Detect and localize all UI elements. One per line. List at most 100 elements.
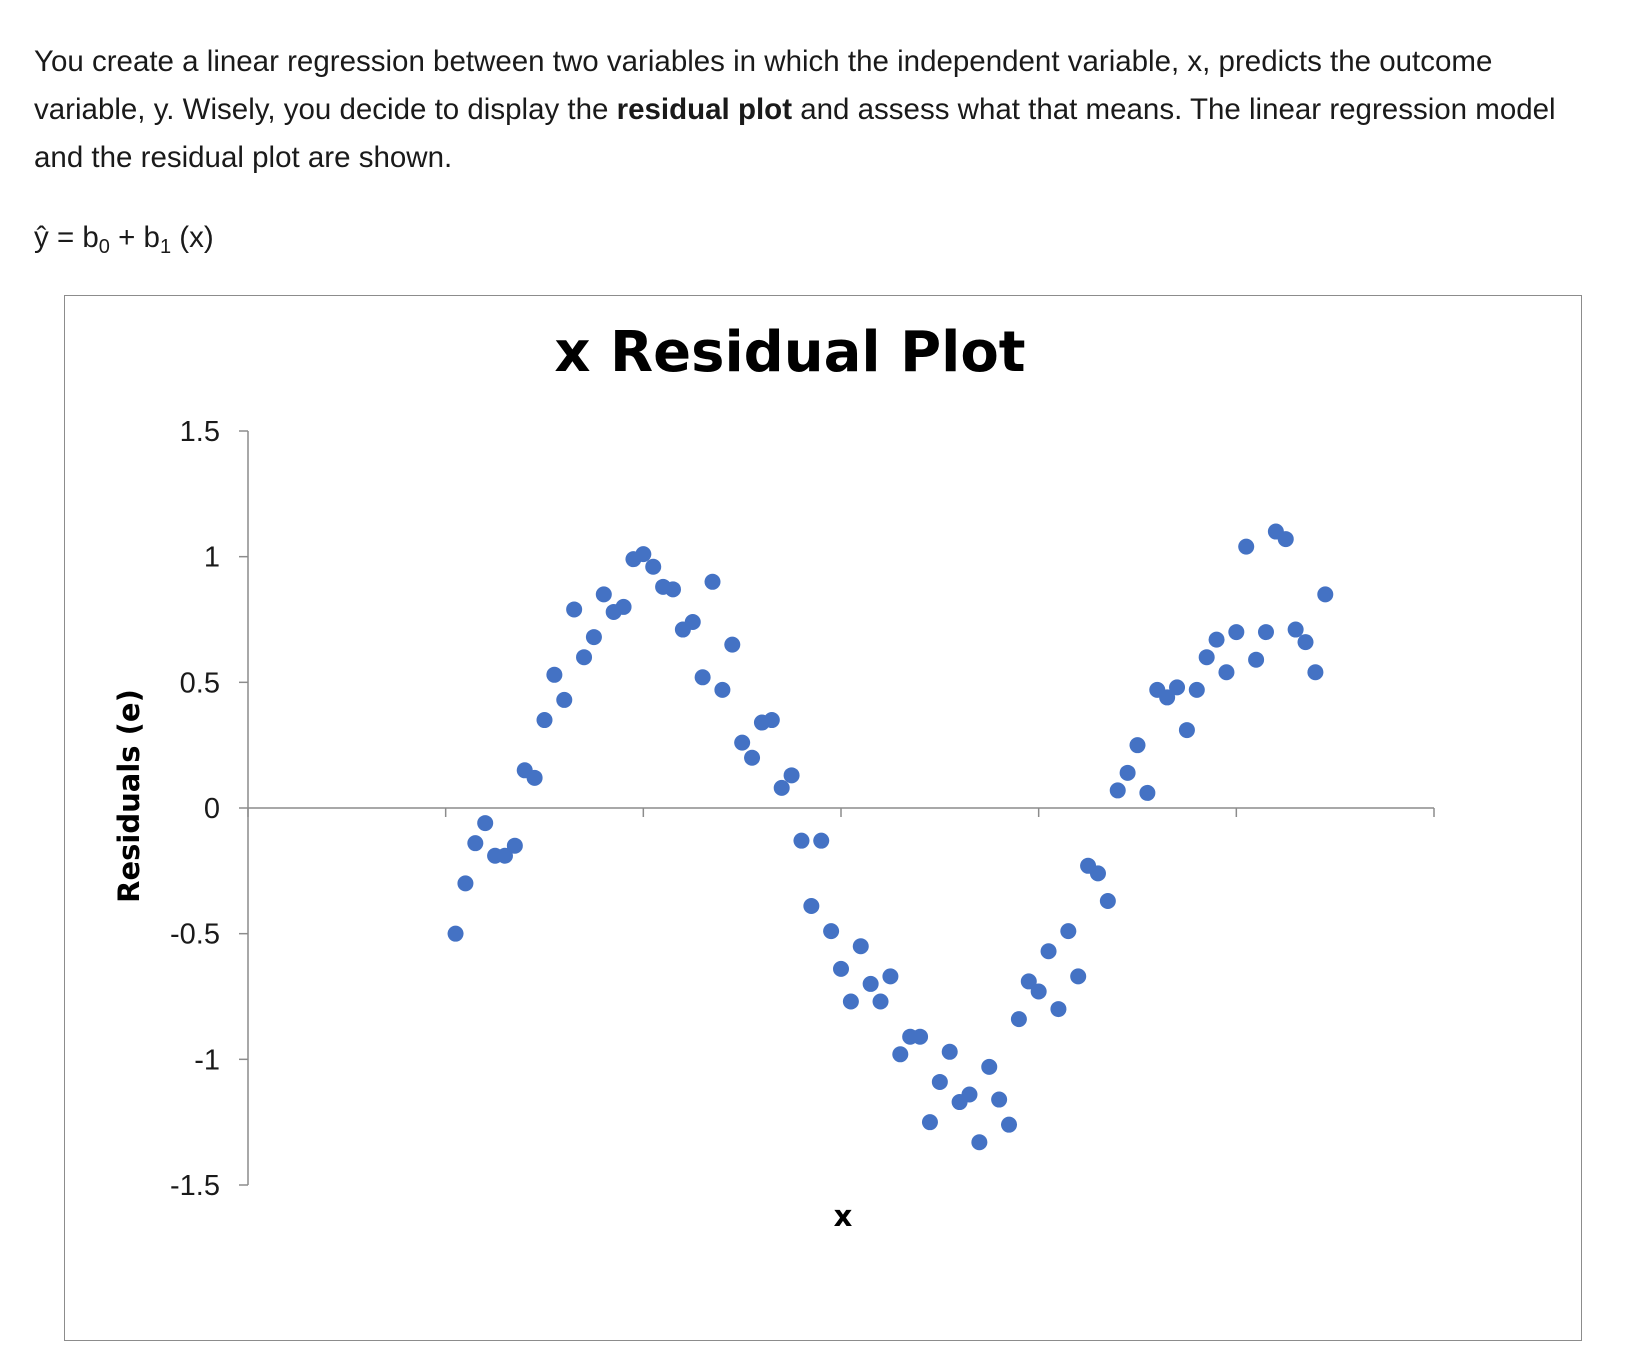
residual-point [1248,651,1265,668]
residual-point [823,923,840,940]
residual-point [961,1086,978,1103]
residual-point [833,960,849,977]
residual-point [1297,634,1314,651]
residual-point [1228,624,1245,641]
y-tick-label: -1.5 [170,1170,220,1202]
residual-point [734,734,751,751]
x-axis-title: x [834,1199,853,1233]
question-bold-term: residual plot [616,93,793,126]
residual-plot-chart: x Residual Plot 1.5 1 0.5 0 -0.5 -1 -1.5 x Res… [112,320,1435,1233]
residual-point [1099,892,1116,909]
y-tick-label: 0 [204,793,220,825]
residual-point [1159,689,1176,706]
residual-point [1109,782,1126,799]
residual-point [684,614,701,631]
question-text: You create a linear regression between t… [34,38,1604,182]
residual-point [852,938,869,955]
residual-point [1089,865,1106,882]
residual-point [1040,943,1057,960]
question-part1: You create a linear regression between t… [34,45,1493,126]
residual-point [645,558,662,575]
equation-subscript-0: 0 [98,236,110,258]
residual-point [664,581,681,598]
residual-point [595,586,612,603]
y-axis: 1.5 1 0.5 0 -0.5 -1 -1.5 [170,416,249,1202]
question-part2: and assess what that means. The linear r… [34,93,1556,174]
residual-plot-frame: x Residual Plot 1.5 1 0.5 0 -0.5 -1 -1.5 x Res… [64,295,1582,1341]
residual-point [793,832,810,849]
chart-title: x Residual Plot [554,320,1025,385]
residual-point [526,769,543,786]
residual-point [971,1134,988,1151]
residual-point [1060,923,1077,940]
residual-point [704,573,721,590]
residual-point [921,1114,938,1131]
residual-point [615,598,632,615]
residual-point [882,968,899,985]
residual-point [1020,973,1037,990]
y-tick-label: -1 [194,1044,220,1076]
residual-point [1050,1001,1067,1018]
residual-point [724,636,741,653]
regression-equation: ŷ = b0 + b1 (x) [34,218,214,258]
residual-point [981,1058,998,1075]
residual-point [1001,1116,1018,1133]
residual-point [447,925,464,942]
residual-point [1307,664,1324,681]
residual-point [1119,764,1136,781]
x-axis [247,807,1435,817]
residual-point [506,837,523,854]
residual-point [1030,983,1047,1000]
residual-point [941,1043,958,1060]
residual-point [576,649,593,666]
residual-point [892,1046,909,1063]
y-axis-title: Residuals (e) [112,689,146,903]
residual-point [1169,679,1186,696]
residual-point [566,601,583,618]
residual-point [991,1091,1008,1108]
equation-rhs: (x) [171,221,214,254]
equation-subscript-1: 1 [159,236,172,258]
residual-point [1139,784,1156,801]
residual-point [872,993,889,1010]
residual-point [1218,664,1235,681]
residual-point [496,847,513,864]
residual-point [1277,531,1294,548]
residual-point [862,975,879,992]
residual-point [1178,722,1195,739]
residual-point [803,898,820,915]
residual-point [813,832,830,849]
residual-point [1188,681,1205,698]
residual-point [783,767,800,784]
y-tick-label: -0.5 [170,919,220,951]
residual-point [536,712,553,729]
residual-point [1238,538,1255,555]
residual-point [912,1028,929,1045]
residual-point [842,993,859,1010]
residual-point [1257,624,1274,641]
residual-point [1070,968,1087,985]
residual-point [457,875,474,892]
residual-point [1317,586,1334,603]
residual-point [773,779,790,796]
residual-point [763,712,780,729]
residual-point [1010,1011,1027,1028]
equation-mid: + b [109,221,160,254]
residual-point [546,666,563,683]
residual-point [1287,621,1304,638]
residual-point [694,669,711,686]
residual-point [714,681,731,698]
equation-lhs: ŷ = b [34,221,99,254]
y-tick-label: 1 [204,542,220,574]
residual-point [635,546,652,563]
residual-point [585,629,602,646]
residual-point [931,1073,948,1090]
residual-point [1198,649,1215,666]
residual-point [1208,631,1225,648]
residual-point [556,691,573,708]
residual-point [1129,737,1146,754]
residual-point [477,815,494,832]
y-tick-label: 0.5 [180,667,220,699]
y-tick-label: 1.5 [180,416,220,448]
data-points [447,523,1334,1151]
